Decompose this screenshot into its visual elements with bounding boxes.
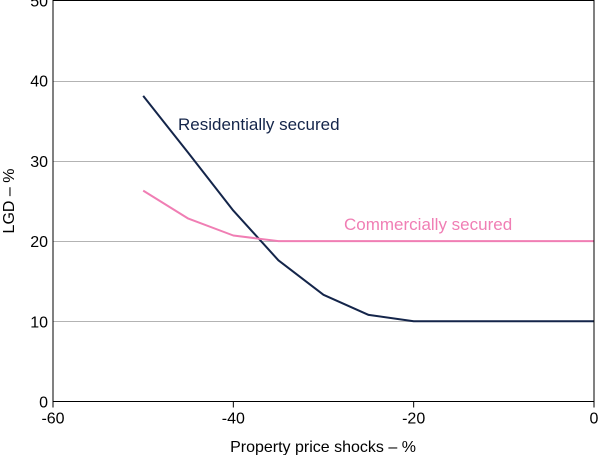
x-tick-label: -20 [402,411,425,428]
series-lines [142,95,594,323]
x-tick-label: -60 [41,411,64,428]
series-label-commercial: Commercially secured [344,215,512,234]
y-axis-title: LGD – % [1,169,18,234]
y-tick-label: 50 [30,0,48,11]
x-axis-ticks: -60 -40 -20 0 [41,401,599,428]
residential-secured-line [142,95,594,323]
y-tick-label: 40 [30,74,48,91]
y-tick-label: 30 [30,154,48,171]
x-tick-label: 0 [590,411,599,428]
y-tick-label: 10 [30,314,48,331]
series-label-residential: Residentially secured [178,115,340,134]
y-tick-label: 0 [39,395,48,412]
x-tick-label: -40 [222,411,245,428]
y-axis-ticks: 0 10 20 30 40 50 [30,0,48,412]
commercial-secured-line [142,189,594,243]
plot-frame [52,0,595,402]
x-axis-title: Property price shocks – % [230,439,416,455]
y-tick-label: 20 [30,234,48,251]
